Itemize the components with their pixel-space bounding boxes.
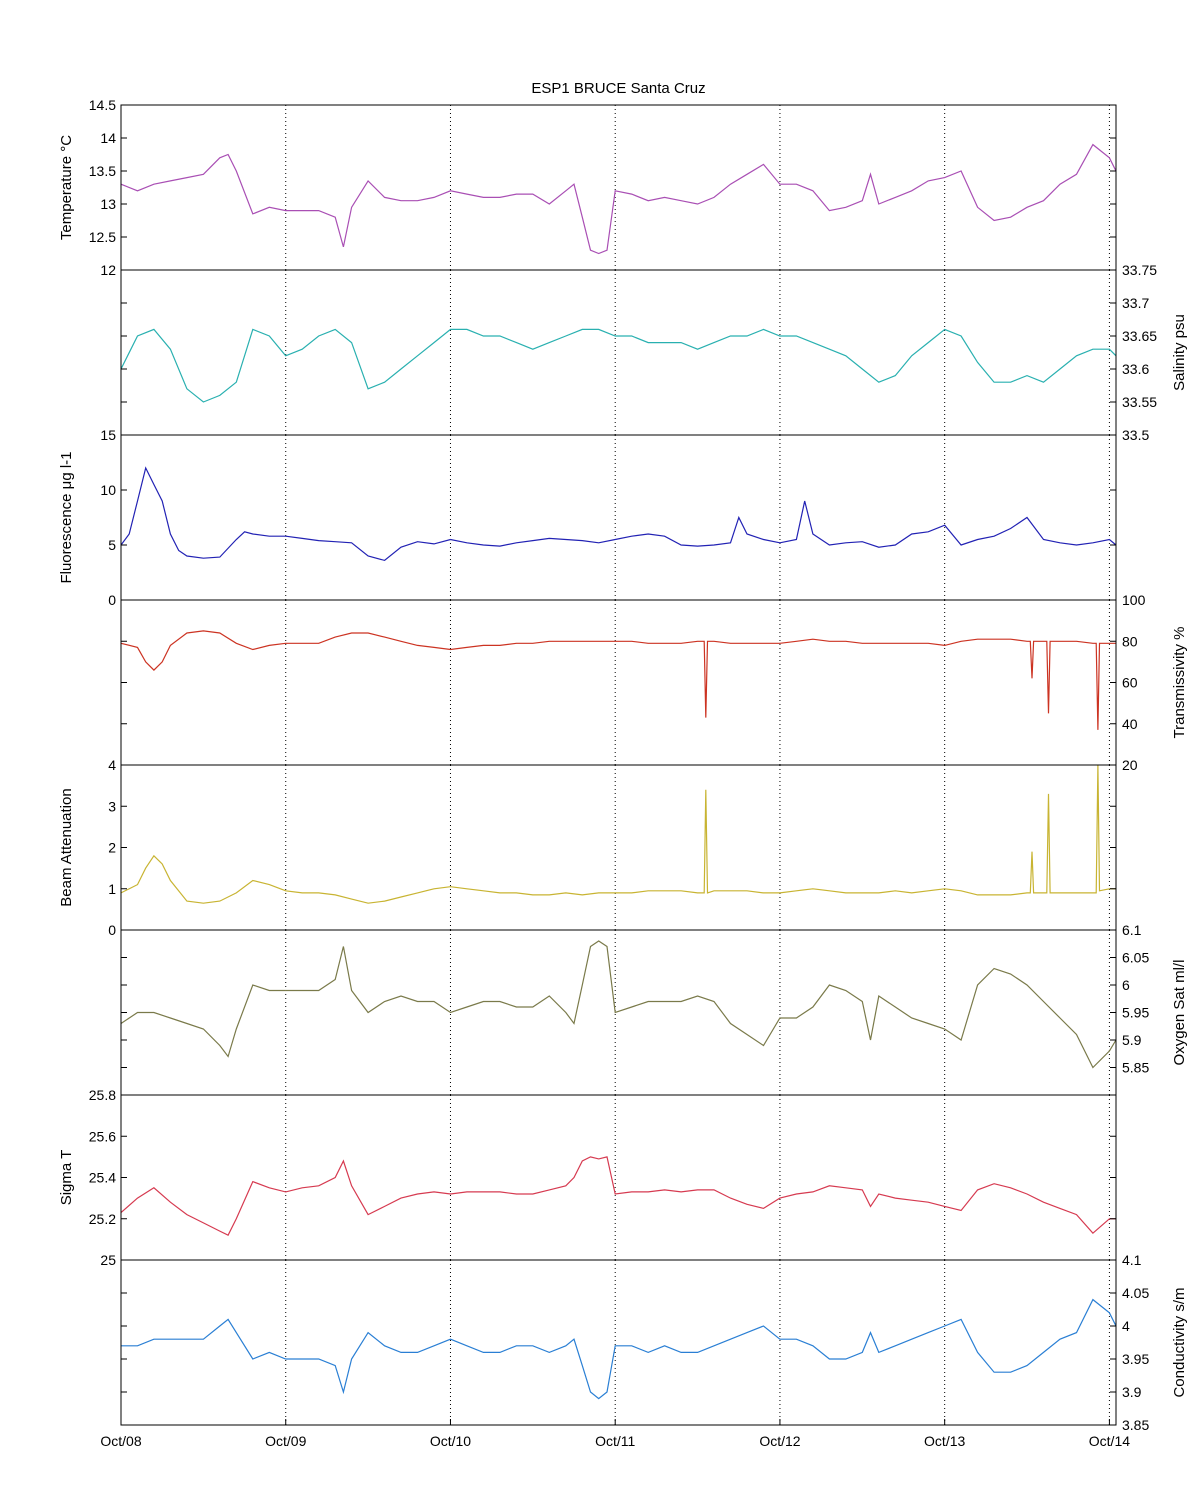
y-tick-label: 12 — [100, 262, 116, 278]
panel-frame — [120, 1094, 1117, 1261]
y-tick-label: 15 — [100, 427, 116, 443]
y-tick-label: 0 — [108, 922, 116, 938]
chart-title: ESP1 BRUCE Santa Cruz — [531, 80, 705, 97]
panel-1: 12 12.5 13 13.5 14 14.5 Temperature °C — [58, 97, 1117, 278]
y-tick-label: 14.5 — [89, 97, 116, 113]
x-axis: Oct/08 Oct/09 Oct/10 Oct/11 Oct/12 Oct/13 Oct/… — [100, 1419, 1130, 1449]
y-tick-label: 80 — [1122, 633, 1138, 649]
y-tick-label: 3 — [108, 798, 116, 814]
panel-frame — [120, 1259, 1117, 1426]
y-tick-label: 3.95 — [1122, 1351, 1149, 1367]
y-tick-label: 10 — [100, 482, 116, 498]
panel-frame — [120, 599, 1117, 766]
y-axis-label: Conductivity s/m — [1171, 1287, 1188, 1397]
y-tick-label: 33.55 — [1122, 394, 1157, 410]
y-tick-label: 2 — [108, 840, 116, 856]
panel-2: 33.5 33.55 33.6 33.65 33.7 33.75 Salinity psu — [120, 262, 1188, 443]
y-tick-label: 1 — [108, 881, 116, 897]
y-tick-label: 14 — [100, 130, 116, 146]
panel-3: 0 5 10 15 Fluorescence μg l-1 — [58, 427, 1117, 608]
y-tick-label: 5 — [108, 537, 116, 553]
y-tick-label: 25.8 — [89, 1087, 116, 1103]
y-tick-label: 13.5 — [89, 163, 116, 179]
y-axis-label: Sigma T — [58, 1150, 75, 1206]
series-line — [120, 940, 1117, 1069]
series-line — [121, 1298, 1117, 1400]
y-tick-label: 5.85 — [1122, 1060, 1149, 1076]
y-tick-label: 5.95 — [1122, 1005, 1149, 1021]
panel-7: 25 25.2 25.4 25.6 25.8 Sigma T — [58, 1087, 1117, 1268]
y-axis-label: Oxygen Sat ml/l — [1171, 960, 1188, 1066]
y-tick-label: 4 — [1122, 1318, 1130, 1334]
y-tick-label: 4.1 — [1122, 1252, 1142, 1268]
panel-6: 5.85 5.9 5.95 6 6.05 6.1 Oxygen Sat ml/l — [120, 922, 1188, 1096]
panel-8: 3.85 3.9 3.95 4 4.05 4.1 Conductivity s/m — [120, 1252, 1188, 1433]
x-tick-label: Oct/08 — [100, 1433, 141, 1449]
series-line — [120, 143, 1117, 255]
y-tick-label: 6.05 — [1122, 950, 1149, 966]
panel-4: 20 40 60 80 100 Transmissivity % — [120, 592, 1188, 773]
y-tick-label: 33.6 — [1122, 361, 1149, 377]
series-line — [120, 764, 1116, 904]
y-tick-label: 4.05 — [1122, 1285, 1149, 1301]
series-line — [120, 1156, 1116, 1237]
panel-frame — [120, 434, 1117, 601]
x-tick-label: Oct/09 — [265, 1433, 306, 1449]
panel-frame — [120, 104, 1117, 271]
y-tick-label: 5.9 — [1122, 1032, 1142, 1048]
y-tick-label: 0 — [108, 592, 116, 608]
y-axis-label: Transmissivity % — [1171, 627, 1188, 739]
y-tick-label: 20 — [1122, 757, 1138, 773]
y-tick-label: 4 — [108, 757, 116, 773]
panel-frame — [120, 764, 1117, 931]
y-axis-label: Temperature °C — [58, 135, 75, 240]
y-tick-label: 12.5 — [89, 229, 116, 245]
x-tick-label: Oct/14 — [1089, 1433, 1130, 1449]
panel-frame — [120, 929, 1117, 1096]
y-tick-label: 6 — [1122, 977, 1130, 993]
y-axis-label: Beam Attenuation — [58, 788, 75, 906]
y-tick-label: 3.9 — [1122, 1384, 1142, 1400]
y-tick-label: 25.6 — [89, 1128, 116, 1144]
y-tick-label: 25.4 — [89, 1170, 116, 1186]
y-tick-label: 3.85 — [1122, 1417, 1149, 1433]
y-tick-label: 13 — [100, 196, 116, 212]
y-tick-label: 33.7 — [1122, 295, 1149, 311]
x-tick-label: Oct/13 — [924, 1433, 965, 1449]
y-axis-label: Salinity psu — [1171, 314, 1188, 391]
y-tick-label: 25.2 — [89, 1211, 116, 1227]
series-line — [120, 466, 1117, 562]
panel-frame — [120, 269, 1117, 436]
y-tick-label: 33.5 — [1122, 427, 1149, 443]
series-line — [120, 630, 1116, 730]
y-tick-label: 100 — [1122, 592, 1146, 608]
y-tick-label: 6.1 — [1122, 922, 1142, 938]
panel-5: 0 1 2 3 4 Beam Attenuation — [58, 757, 1117, 938]
y-tick-label: 33.75 — [1122, 262, 1157, 278]
y-tick-label: 40 — [1122, 716, 1138, 732]
y-tick-label: 60 — [1122, 675, 1138, 691]
series-line — [120, 328, 1117, 403]
y-tick-label: 33.65 — [1122, 328, 1157, 344]
x-tick-label: Oct/12 — [759, 1433, 800, 1449]
y-axis-label: Fluorescence μg l-1 — [58, 451, 75, 583]
x-tick-label: Oct/10 — [430, 1433, 471, 1449]
x-tick-label: Oct/11 — [595, 1433, 635, 1449]
y-tick-label: 25 — [100, 1252, 116, 1268]
